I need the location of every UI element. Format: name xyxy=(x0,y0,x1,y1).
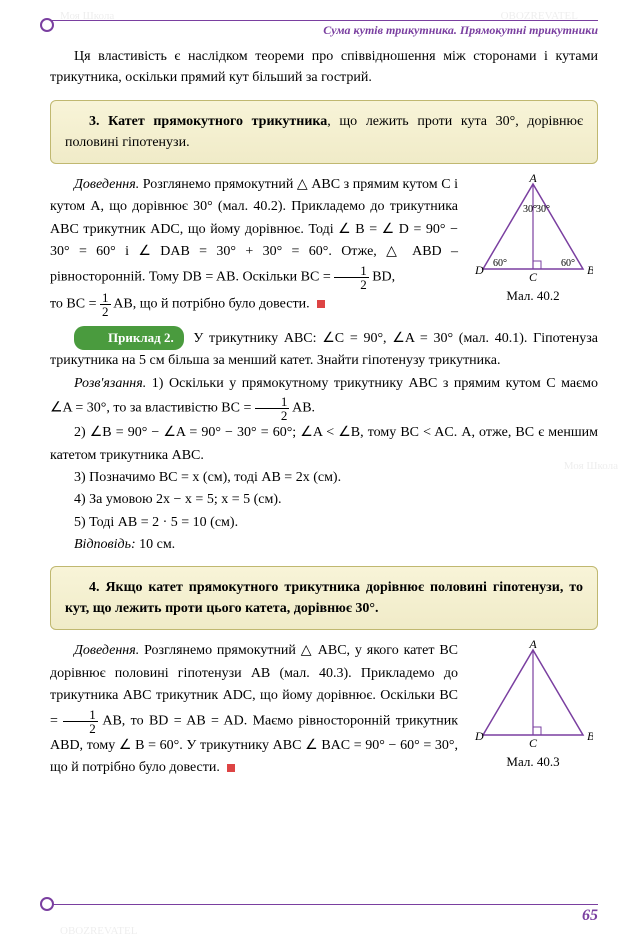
watermark-3: OBOZREVATEL xyxy=(60,925,137,937)
svg-text:60°: 60° xyxy=(493,258,507,269)
fraction-half-3: 12 xyxy=(255,395,290,422)
chapter-header: Сума кутів трикутника. Прямокутні трикут… xyxy=(50,20,598,38)
fraction-half-2: 12 xyxy=(100,291,111,318)
proof-1-d: AB, що й потрібно було довести. xyxy=(113,296,309,311)
intro-paragraph: Ця властивість є наслідком теореми про с… xyxy=(50,46,598,88)
qed-square-2 xyxy=(227,764,235,772)
theorem-3-bold: 3. Катет прямокутного трикутника xyxy=(89,114,327,129)
decoration-dot-bottom xyxy=(40,897,54,911)
sol-4: 4) За умовою 2x − x = 5; x = 5 (см). xyxy=(50,489,598,511)
svg-text:C: C xyxy=(529,270,538,284)
triangle-abd-svg-2: A B C D xyxy=(473,640,593,750)
svg-text:30°: 30° xyxy=(536,204,550,215)
svg-text:B: B xyxy=(587,729,593,743)
example-2: Приклад 2. У трикутнику ABC: ∠C = 90°, ∠… xyxy=(50,326,598,557)
answer-value: 10 см. xyxy=(136,537,176,552)
proof-1-section: A B C D 30° 30° 60° 60° Мал. 40.2 Доведе… xyxy=(50,174,598,318)
sol-1b: AB. xyxy=(292,401,315,416)
figure-40-2: A B C D 30° 30° 60° 60° Мал. 40.2 xyxy=(468,174,598,304)
qed-square-1 xyxy=(317,300,325,308)
figure-40-3-caption: Мал. 40.3 xyxy=(468,754,598,770)
svg-text:D: D xyxy=(474,729,484,743)
proof-2-b: AB, то BD = AB = AD. Маємо рівносторонні… xyxy=(50,713,458,775)
solution-label: Розв'язання. xyxy=(74,376,146,391)
proof-2-section: A B C D Мал. 40.3 Доведення. Розглянемо … xyxy=(50,640,598,779)
proof-1-a: Розглянемо прямокутний △ ABC з прямим ку… xyxy=(50,177,458,284)
sol-3: 3) Позначимо BC = x (см), тоді AB = 2x (… xyxy=(50,467,598,489)
decoration-dot-top xyxy=(40,18,54,32)
svg-text:B: B xyxy=(587,263,593,277)
svg-text:60°: 60° xyxy=(561,258,575,269)
svg-text:A: A xyxy=(528,640,537,651)
svg-text:C: C xyxy=(529,736,538,750)
fraction-half-1: 12 xyxy=(334,264,369,291)
proof-1-c: то BC = xyxy=(50,296,100,311)
answer-label: Відповідь: xyxy=(74,537,136,552)
fraction-half-4: 12 xyxy=(63,708,98,735)
svg-text:30°: 30° xyxy=(523,204,537,215)
sol-2: 2) ∠B = 90° − ∠A = 90° − 30° = 60°; ∠A <… xyxy=(50,422,598,467)
textbook-page: Сума кутів трикутника. Прямокутні трикут… xyxy=(0,0,638,945)
svg-text:A: A xyxy=(528,174,537,185)
proof-1-b: BD, xyxy=(372,269,395,284)
example-2-badge: Приклад 2. xyxy=(74,326,184,351)
footer-line xyxy=(50,904,598,905)
figure-40-3: A B C D Мал. 40.3 xyxy=(468,640,598,770)
page-number: 65 xyxy=(582,907,598,925)
svg-text:D: D xyxy=(474,263,484,277)
triangle-abd-svg: A B C D 30° 30° 60° 60° xyxy=(473,174,593,284)
theorem-4-text: 4. Якщо катет прямокутного трикутника до… xyxy=(65,580,583,616)
theorem-4-box: 4. Якщо катет прямокутного трикутника до… xyxy=(50,566,598,630)
proof-label-1: Доведення. xyxy=(74,177,139,192)
proof-label-2: Доведення. xyxy=(74,643,139,658)
figure-40-2-caption: Мал. 40.2 xyxy=(468,288,598,304)
sol-5: 5) Тоді AB = 2 · 5 = 10 (см). xyxy=(50,512,598,534)
theorem-3-box: 3. Катет прямокутного трикутника, що леж… xyxy=(50,100,598,164)
